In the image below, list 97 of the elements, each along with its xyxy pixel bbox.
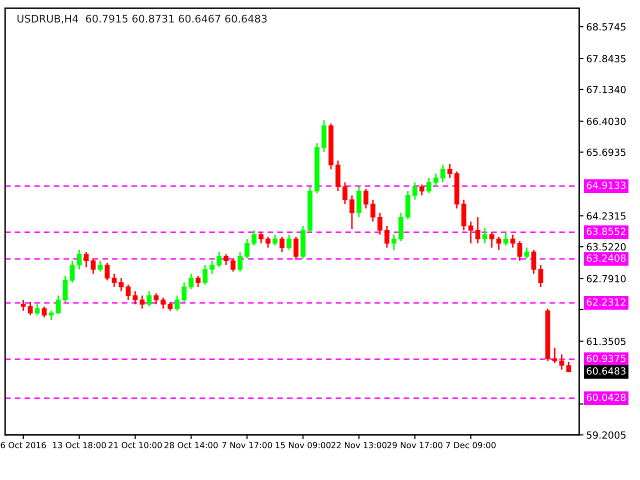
- candlestick: [286, 234, 292, 251]
- candlestick: [252, 230, 256, 246]
- ref-line-label: 60.0428: [586, 394, 626, 402]
- candlestick: [224, 253, 229, 266]
- candlestick: [76, 249, 82, 270]
- candlestick: [140, 294, 145, 310]
- candlestick: [20, 299, 26, 312]
- candlestick: [524, 246, 530, 260]
- candlestick: [160, 297, 166, 310]
- candlestick: [559, 354, 564, 370]
- x-tick-label: 21 Oct 10:00: [108, 442, 162, 448]
- candlestick: [98, 260, 103, 272]
- candlestick: [42, 306, 47, 318]
- candlestick: [342, 182, 348, 205]
- candlestick: [531, 249, 536, 274]
- candlestick: [196, 275, 201, 288]
- x-tick-label: 15 Nov 09:00: [276, 442, 331, 448]
- candlestick: [216, 251, 222, 268]
- x-tick-label: 6 Oct 2016: [0, 442, 46, 448]
- candlestick: [174, 294, 180, 312]
- x-tick-label: 7 Dec 09:00: [446, 442, 496, 448]
- candlestick: [440, 164, 446, 184]
- y-tick-label: 61.3505: [586, 338, 626, 346]
- text: 60.6483: [586, 367, 626, 375]
- candlestick: [258, 232, 264, 244]
- ref-line-label: 63.8552: [586, 228, 626, 236]
- candlestick: [182, 282, 187, 303]
- candlestick: [538, 264, 544, 288]
- candlestick: [272, 234, 278, 246]
- candlestick: [266, 236, 270, 248]
- x-tick-label: 22 Nov 13:00: [331, 442, 386, 448]
- x-tick-label: 28 Oct 14:00: [164, 442, 218, 448]
- candlestick: [188, 273, 194, 290]
- candlestick: [433, 172, 438, 188]
- x-tick-label: 13 Oct 18:00: [52, 442, 106, 448]
- candlestick: [447, 163, 452, 179]
- candlestick: [294, 236, 298, 261]
- candlestick: [426, 177, 432, 194]
- candlestick: [48, 310, 54, 321]
- candlestick: [350, 194, 354, 230]
- ref-line-label: 63.2408: [586, 254, 626, 262]
- y-tick-label: 62.7910: [586, 275, 626, 282]
- candlestick: [468, 220, 474, 244]
- candlestick: [391, 234, 396, 251]
- y-tick-label: 66.4030: [586, 118, 626, 126]
- candlestick: [70, 260, 75, 284]
- candlestick: [132, 290, 138, 305]
- candlestick: [56, 294, 61, 315]
- candlestick: [370, 199, 376, 222]
- candlestick: [118, 277, 124, 292]
- candlestick: [28, 301, 33, 316]
- candlestick: [503, 232, 508, 246]
- candlestick: [496, 236, 502, 251]
- candlestick: [517, 240, 522, 262]
- candlestick: [412, 182, 418, 200]
- ref-line-label: 62.2312: [586, 298, 626, 306]
- x-tick-label: 7 Nov 17:00: [222, 442, 272, 448]
- candlestick: [210, 260, 215, 274]
- candlestick: [154, 292, 159, 305]
- candlestick: [398, 212, 404, 242]
- candlestick: [419, 184, 424, 196]
- ref-line-label: 60.9375: [586, 354, 626, 362]
- candlestick: [84, 251, 89, 268]
- candlestick: [62, 275, 68, 303]
- candlestick: [230, 258, 236, 272]
- candlestick: [336, 160, 340, 192]
- y-tick-label: 59.2005: [586, 431, 626, 439]
- y-tick-label: 63.5220: [586, 243, 626, 251]
- candlestick: [126, 284, 131, 301]
- y-tick-label: 64.2315: [586, 212, 626, 220]
- candlestick: [475, 216, 480, 244]
- candlestick: [461, 199, 466, 231]
- candlestick: [322, 119, 326, 153]
- candlestick: [90, 258, 96, 274]
- y-tick-label: 65.6935: [586, 148, 626, 156]
- candlestick: [489, 232, 494, 248]
- y-tick-label: 67.8435: [586, 55, 626, 62]
- candlestick: [244, 238, 250, 260]
- candlestick: [363, 188, 368, 210]
- candlestick: [34, 304, 40, 316]
- y-tick-label: 68.5745: [586, 23, 626, 31]
- candlestick: [405, 190, 410, 220]
- y-tick-label: 67.1340: [586, 86, 626, 94]
- ref-line-label: 64.9133: [586, 182, 626, 189]
- text: USDRUB,H4 60.7915 60.8731 60.6467 60.6483: [18, 14, 267, 24]
- candlestick: [238, 251, 243, 272]
- candlestick: [280, 236, 284, 253]
- candlestick: [384, 225, 390, 248]
- candlestick: [510, 234, 516, 248]
- candlestick: [112, 273, 117, 288]
- candlestick: [377, 212, 382, 236]
- candlestick: [146, 290, 152, 308]
- x-tick-label: 29 Nov 17:00: [387, 442, 442, 448]
- candlestick: [356, 186, 362, 218]
- candlestick: [202, 264, 208, 286]
- candlestick: [482, 227, 488, 244]
- candlestick: [104, 262, 110, 282]
